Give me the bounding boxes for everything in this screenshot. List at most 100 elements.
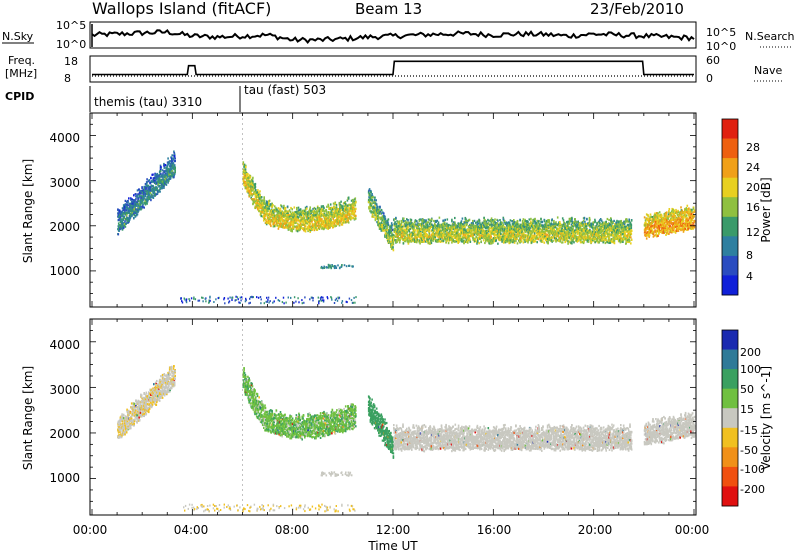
scatter-cell — [139, 194, 141, 197]
scatter-cell — [289, 225, 291, 228]
nsky-panel-frame — [89, 21, 697, 49]
scatter-cell — [407, 227, 409, 230]
scatter-cell — [262, 208, 265, 211]
scatter-cell — [131, 198, 133, 201]
scatter-cell — [128, 211, 130, 214]
scatter-cell — [299, 208, 302, 211]
scatter-cell — [270, 215, 273, 218]
scatter-cell — [530, 217, 532, 220]
scatter-cell — [381, 219, 384, 222]
scatter-cell — [318, 224, 321, 227]
scatter-cell — [448, 223, 450, 227]
scatter-cell — [249, 180, 251, 183]
scatter-cell — [344, 201, 347, 204]
scatter-cell — [391, 235, 393, 238]
scatter-cell — [305, 218, 308, 221]
scatter-cell — [161, 174, 164, 177]
scatter-cell — [397, 235, 399, 238]
scatter-cell — [135, 195, 137, 198]
scatter-cell — [335, 224, 337, 227]
scatter-cell — [278, 225, 281, 228]
scatter-cell — [376, 215, 378, 218]
scatter-cell — [403, 219, 405, 223]
scatter-cell — [174, 167, 176, 170]
scatter-cell — [157, 176, 159, 179]
scatter-cell — [387, 218, 390, 221]
scatter-cell — [412, 233, 414, 236]
scatter-cell — [306, 227, 309, 230]
scatter-cell — [288, 209, 291, 212]
scatter-cell — [298, 229, 301, 232]
scatter-cell — [355, 201, 357, 204]
scatter-cell — [160, 165, 162, 169]
freq-tick-top: 18 — [64, 55, 78, 68]
scatter-cell — [264, 206, 266, 209]
scatter-cell — [287, 216, 289, 219]
scatter-cell — [290, 220, 293, 223]
scatter-cell — [416, 231, 419, 234]
scatter-cell — [392, 241, 395, 244]
scatter-cell — [127, 204, 130, 207]
scatter-cell — [130, 198, 132, 201]
scatter-cell — [293, 225, 296, 228]
scatter-cell — [256, 201, 259, 204]
scatter-cell — [245, 184, 247, 187]
scatter-cell — [402, 235, 404, 238]
scatter-cell — [167, 157, 169, 160]
scatter-cell — [158, 190, 160, 193]
scatter-cell — [118, 213, 120, 216]
scatter-cell — [122, 214, 124, 218]
scatter-cell — [340, 214, 342, 217]
scatter-cell — [369, 210, 371, 213]
scatter-cell — [120, 221, 122, 224]
scatter-cell — [414, 234, 417, 237]
scatter-cell — [143, 187, 145, 190]
scatter-cell — [152, 189, 155, 192]
scatter-cell — [126, 207, 129, 210]
scatter-cell — [276, 218, 278, 221]
scatter-cell — [306, 226, 309, 229]
scatter-cell — [400, 227, 403, 230]
scatter-cell — [158, 178, 161, 181]
scatter-cell — [292, 212, 294, 215]
scatter-cell — [242, 177, 245, 181]
scatter-cell — [165, 181, 168, 184]
scatter-cell — [289, 215, 291, 219]
scatter-cell — [313, 223, 316, 226]
scatter-cell — [367, 200, 370, 204]
scatter-cell — [315, 214, 317, 217]
scatter-cell — [410, 240, 413, 243]
scatter-cell — [334, 206, 336, 209]
scatter-cell — [337, 208, 340, 211]
scatter-cell — [427, 240, 429, 243]
scatter-cell — [173, 152, 176, 155]
scatter-cell — [400, 221, 403, 224]
scatter-cell — [427, 227, 429, 230]
scatter-cell — [406, 239, 408, 242]
scatter-cell — [285, 209, 287, 213]
scatter-cell — [348, 210, 350, 213]
scatter-cell — [427, 218, 430, 221]
scatter-cell — [136, 213, 139, 216]
scatter-cell — [297, 228, 299, 231]
scatter-cell — [427, 221, 430, 224]
scatter-cell — [302, 221, 305, 224]
scatter-cell — [305, 211, 308, 214]
scatter-cell — [271, 205, 273, 208]
scatter-cell — [432, 227, 435, 230]
scatter-cell — [297, 206, 300, 209]
scatter-cell — [254, 185, 257, 188]
scatter-cell — [282, 219, 285, 222]
scatter-cell — [403, 238, 405, 241]
scatter-cell — [369, 204, 371, 207]
scatter-cell — [522, 241, 525, 244]
scatter-cell — [133, 209, 136, 212]
scatter-cell — [335, 203, 338, 207]
scatter-cell — [468, 218, 471, 221]
scatter-cell — [429, 223, 432, 226]
scatter-cell — [409, 238, 412, 241]
scatter-cell — [424, 240, 427, 243]
scatter-cell — [127, 208, 129, 212]
scatter-cell — [262, 204, 264, 207]
scatter-cell — [286, 226, 288, 229]
